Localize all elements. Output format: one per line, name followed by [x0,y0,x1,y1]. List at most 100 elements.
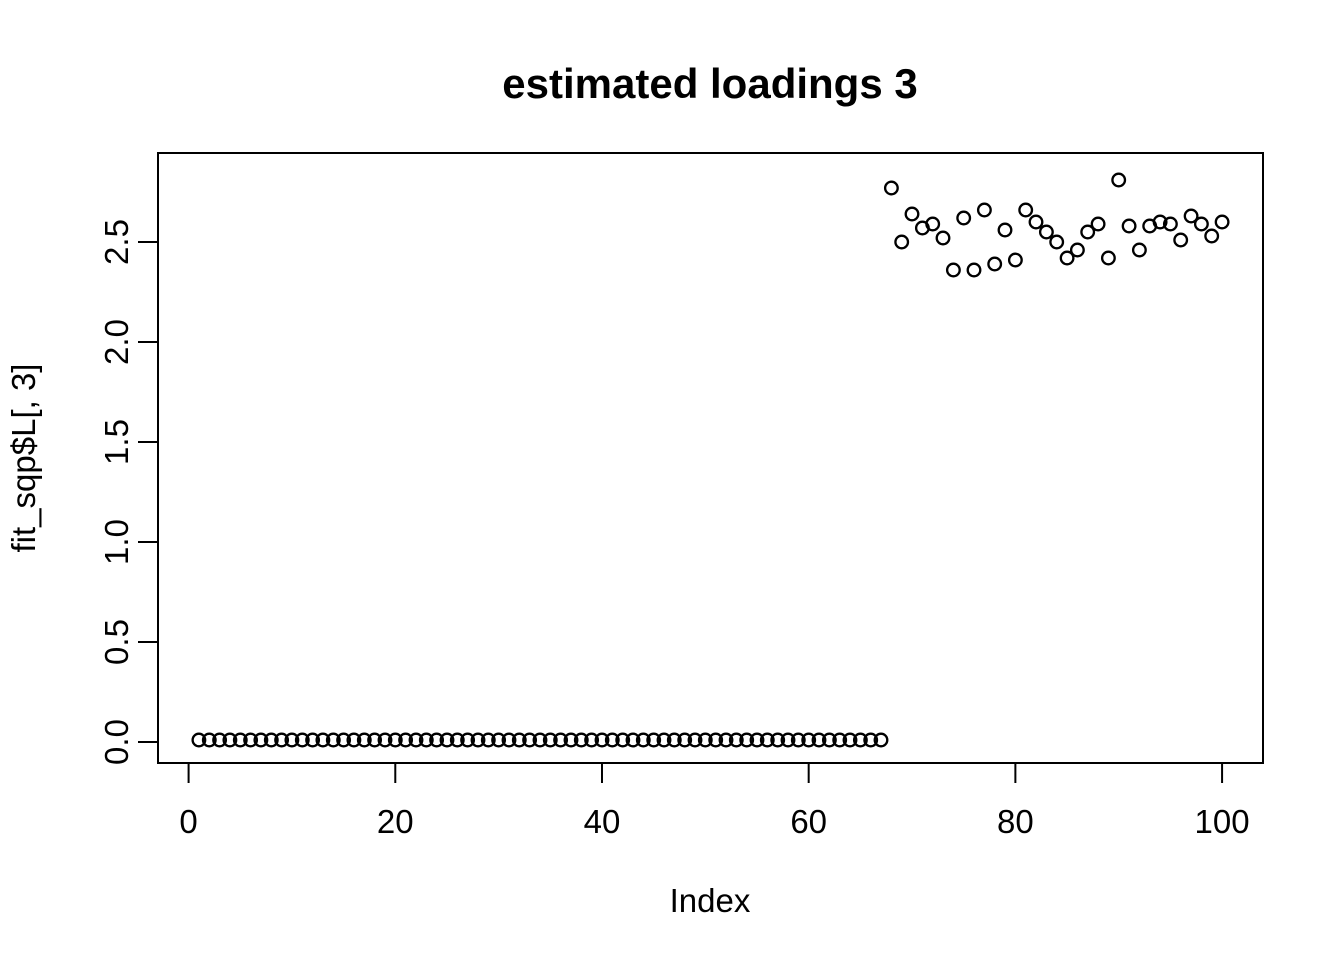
data-point [728,732,744,748]
data-point [470,732,486,748]
data-point [759,732,775,748]
x-tick-label: 0 [179,803,197,840]
data-point [305,732,321,748]
data-point [1059,250,1075,266]
x-tick-label: 60 [790,803,827,840]
data-point [408,732,424,748]
data-point [212,732,228,748]
data-point [677,732,693,748]
data-point [532,732,548,748]
chart-title: estimated loadings 3 [502,60,918,107]
data-point [656,732,672,748]
data-point [1183,208,1199,224]
data-point [801,732,817,748]
data-point [832,732,848,748]
data-point [542,732,558,748]
data-point [1173,232,1189,248]
y-tick-label: 0.0 [98,719,135,765]
data-point [842,732,858,748]
data-point [687,732,703,748]
data-point [201,732,217,748]
data-point [1193,216,1209,232]
y-axis-title: fit_sqp$L[, 3] [5,363,42,553]
data-point [894,234,910,250]
x-tick-label: 100 [1195,803,1250,840]
data-point [449,732,465,748]
data-point [625,732,641,748]
data-point [646,732,662,748]
data-point [666,732,682,748]
data-point [1038,224,1054,240]
data-point [263,732,279,748]
data-point [315,732,331,748]
data-point [377,732,393,748]
data-point [966,262,982,278]
data-point [904,206,920,222]
data-point [997,222,1013,238]
data-point [501,732,517,748]
data-point [480,732,496,748]
data-point [615,732,631,748]
data-point [1090,216,1106,232]
data-point [1131,242,1147,258]
data-point [873,732,889,748]
data-point [294,732,310,748]
data-point [925,216,941,232]
data-point [863,732,879,748]
data-point [222,732,238,748]
data-point [253,732,269,748]
data-point [821,732,837,748]
data-point [418,732,434,748]
x-axis: 0 20 40 60 80 100 [179,763,1250,840]
data-point [491,732,507,748]
data-point [522,732,538,748]
y-axis: 0.0 0.5 1.0 1.5 2.0 2.5 [98,219,158,765]
data-point [1049,234,1065,250]
x-tick-label: 40 [584,803,621,840]
data-point [1162,216,1178,232]
data-point [336,732,352,748]
data-point [1111,172,1127,188]
data-point [387,732,403,748]
plot-border [157,152,1264,764]
data-point [1028,214,1044,230]
data-point [635,732,651,748]
data-point [398,732,414,748]
data-point [604,732,620,748]
data-point [573,732,589,748]
data-point [584,732,600,748]
data-point [284,732,300,748]
data-point [708,732,724,748]
data-point [852,732,868,748]
data-point [594,732,610,748]
data-point [945,262,961,278]
x-axis-title: Index [669,882,751,919]
data-point [749,732,765,748]
data-point [429,732,445,748]
data-point [790,732,806,748]
data-point [274,732,290,748]
data-point [1007,252,1023,268]
data-point [243,732,259,748]
data-point [935,230,951,246]
data-point [739,732,755,748]
data-point [1018,202,1034,218]
data-point [1080,224,1096,240]
data-point [883,180,899,196]
data-point [460,732,476,748]
data-point [232,732,248,748]
data-point [1069,242,1085,258]
y-tick-label: 1.0 [98,519,135,565]
data-point [770,732,786,748]
data-point [356,732,372,748]
data-point [780,732,796,748]
y-tick-label: 1.5 [98,419,135,465]
data-point [1100,250,1116,266]
data-point [325,732,341,748]
data-point [191,732,207,748]
y-tick-label: 2.0 [98,319,135,365]
x-tick-label: 20 [377,803,414,840]
y-tick-label: 0.5 [98,619,135,665]
data-point [956,210,972,226]
